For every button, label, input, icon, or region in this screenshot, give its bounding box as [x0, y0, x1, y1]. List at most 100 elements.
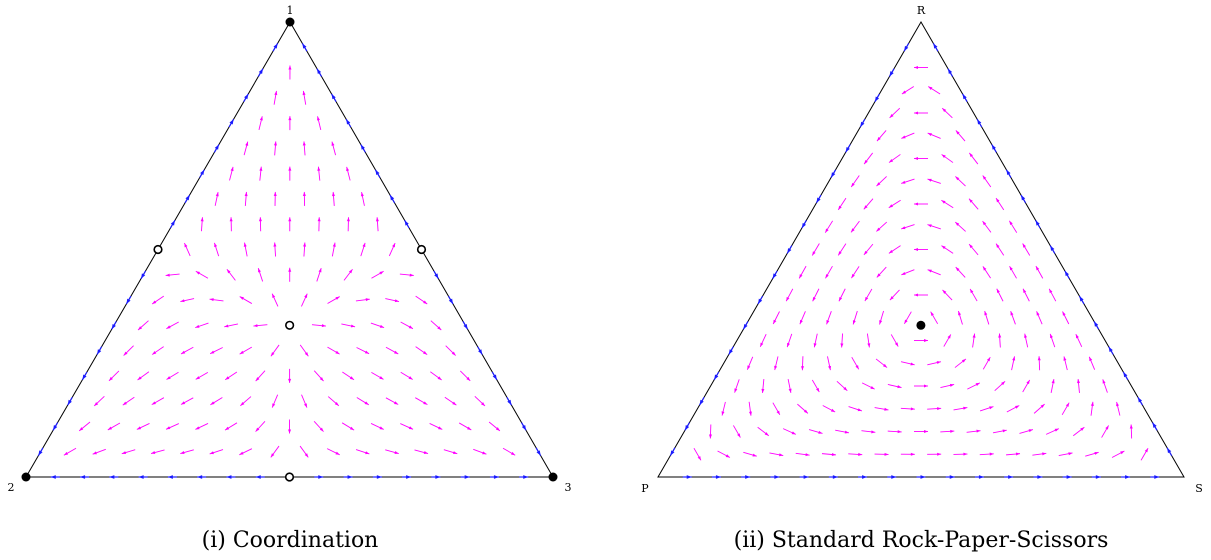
interior-arrow: [288, 116, 292, 131]
interior-arrow: [850, 175, 860, 188]
edge-arrow: [1152, 422, 1158, 431]
interior-arrow: [303, 242, 307, 257]
edge-arrow: [301, 43, 308, 52]
edge-arrow: [772, 270, 778, 279]
edge-arrow: [491, 371, 498, 381]
interior-arrow: [901, 132, 915, 139]
edge-arrow: [345, 118, 352, 128]
interior-arrow: [798, 265, 807, 279]
edge-arrow: [770, 475, 780, 479]
interior-arrow: [385, 346, 399, 355]
edge-arrow: [404, 220, 410, 229]
interior-arrow: [968, 152, 979, 165]
interior-arrow: [316, 116, 322, 131]
edge-arrow: [1108, 346, 1114, 355]
interior-arrow: [341, 422, 355, 431]
edge-arrow: [713, 371, 720, 381]
edge-arrow: [96, 346, 103, 355]
interior-arrow: [313, 420, 324, 432]
interior-arrow: [209, 449, 224, 455]
interior-arrow: [757, 426, 770, 437]
interior-arrow: [914, 247, 928, 252]
interior-arrow: [356, 397, 369, 406]
interior-arrow: [837, 243, 847, 256]
edge-arrow: [1150, 475, 1160, 479]
interior-arrow: [840, 333, 844, 348]
interior-arrow: [166, 321, 179, 330]
vertex-label-bottom-left: P: [641, 482, 649, 495]
edge-arrow: [184, 194, 191, 204]
interior-arrow: [180, 346, 194, 355]
interior-arrow: [317, 166, 321, 181]
edge-arrow: [213, 144, 220, 153]
interior-arrow: [1061, 402, 1070, 416]
interior-arrow: [901, 224, 915, 230]
interior-arrow: [301, 293, 308, 307]
interior-arrow: [927, 86, 941, 95]
interior-arrow: [326, 448, 340, 456]
interior-arrow: [209, 347, 223, 355]
interior-arrow: [316, 267, 322, 282]
interior-arrow: [1022, 379, 1031, 393]
interior-arrow: [995, 243, 1005, 256]
interior-arrow: [863, 152, 874, 165]
interior-arrow: [400, 371, 413, 380]
edge-arrow: [669, 447, 676, 456]
edge-arrow: [460, 475, 470, 479]
interior-arrow: [270, 344, 280, 357]
vertex-label-bottom-left: 2: [8, 481, 15, 494]
interior-arrow: [502, 447, 516, 456]
edge-arrow: [81, 371, 88, 381]
edge-arrow: [903, 43, 910, 52]
interior-arrow: [927, 224, 941, 230]
stable-equilibrium-point: [548, 472, 558, 482]
interior-arrow: [226, 268, 236, 281]
interior-arrow: [224, 422, 238, 431]
interior-arrow: [92, 448, 106, 455]
interior-arrow: [415, 295, 428, 305]
interior-arrow: [78, 421, 91, 432]
interior-arrow: [995, 197, 1005, 211]
vertex-label-top: R: [917, 4, 926, 17]
interior-arrow: [914, 429, 928, 434]
vertex-label-bottom-right: 3: [565, 481, 572, 494]
edge-arrow: [316, 68, 322, 77]
interior-arrow: [967, 382, 981, 390]
vertex-label-top: 1: [287, 4, 294, 17]
interior-arrow: [743, 451, 757, 457]
interior-arrow: [851, 356, 860, 370]
interior-arrow: [927, 407, 942, 411]
edge-arrow: [1091, 475, 1101, 479]
interior-arrow: [445, 345, 456, 356]
interior-arrow: [746, 356, 754, 370]
interior-arrow: [994, 380, 1006, 392]
interior-arrow: [957, 310, 963, 325]
interior-arrow: [259, 166, 263, 181]
interior-arrow: [968, 243, 979, 256]
equilibrium-points: [916, 320, 926, 330]
interior-arrow: [874, 452, 889, 456]
interior-arrow: [1116, 401, 1121, 416]
edge-arrow: [932, 43, 939, 52]
interior-arrow: [693, 447, 702, 461]
interior-arrow: [370, 423, 384, 430]
interior-arrow: [1010, 311, 1016, 325]
interior-arrow: [311, 324, 326, 328]
interior-arrow: [385, 298, 400, 303]
interior-arrow: [837, 197, 847, 211]
interior-arrow: [982, 356, 991, 370]
interior-arrow: [927, 132, 941, 139]
interior-arrow: [229, 166, 234, 181]
unstable-equilibrium-point: [284, 472, 295, 482]
interior-arrow: [887, 384, 902, 389]
interior-arrow: [415, 397, 428, 406]
edge-arrow: [519, 475, 529, 479]
interior-arrow: [288, 419, 292, 434]
interior-arrow: [888, 245, 901, 254]
interior-arrow: [273, 242, 277, 257]
interior-arrow: [1022, 243, 1031, 256]
interior-arrow: [914, 156, 928, 161]
interior-arrow: [346, 166, 351, 181]
interior-arrow: [122, 396, 135, 406]
interior-arrow: [927, 178, 941, 184]
